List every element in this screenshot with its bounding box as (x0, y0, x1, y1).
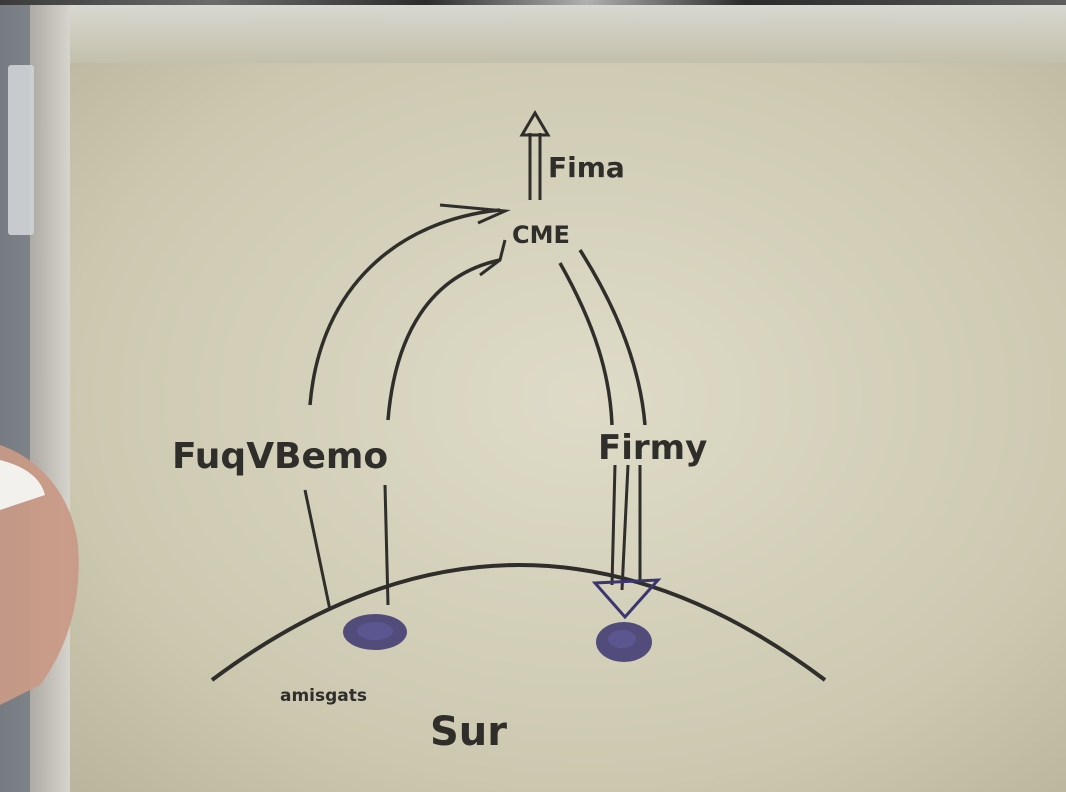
right-surface-blob-core (608, 630, 636, 648)
left-inner-arc (386, 258, 501, 421)
bottom-label: Sur (430, 709, 507, 755)
right-down-line-1 (610, 464, 617, 586)
right-down-arrowhead (591, 578, 662, 620)
bottom-small-label: amisgats (280, 686, 367, 706)
left-down-line-1 (303, 489, 332, 611)
top-label: Fima (548, 151, 625, 184)
right-inner-arc (558, 262, 614, 426)
right-outer-arc (578, 249, 647, 426)
earth-arc (210, 563, 827, 682)
left-inner-arrowhead (479, 239, 507, 277)
up-arrow (519, 110, 551, 200)
left-label: FuqVBemo (172, 436, 388, 477)
wall-switch (8, 65, 34, 235)
left-outer-arrowhead (439, 203, 511, 225)
left-down-line-2 (383, 484, 390, 606)
board-top-frame (0, 5, 1066, 63)
hand-shape (0, 445, 79, 705)
left-outer-arc (308, 208, 501, 406)
right-down-line-2 (620, 464, 630, 591)
hand-highlight (0, 460, 45, 510)
left-surface-blob-core (357, 622, 393, 640)
whiteboard-svg: Fima CME FuqVBemo Firmy amisgats Sur (0, 5, 1066, 792)
right-label: Firmy (598, 428, 707, 468)
center-label: CME (512, 221, 570, 249)
whiteboard-photo: Fima CME FuqVBemo Firmy amisgats Sur (0, 5, 1066, 792)
board-background (0, 5, 1066, 792)
top-thumbnail-strip (0, 0, 1066, 5)
